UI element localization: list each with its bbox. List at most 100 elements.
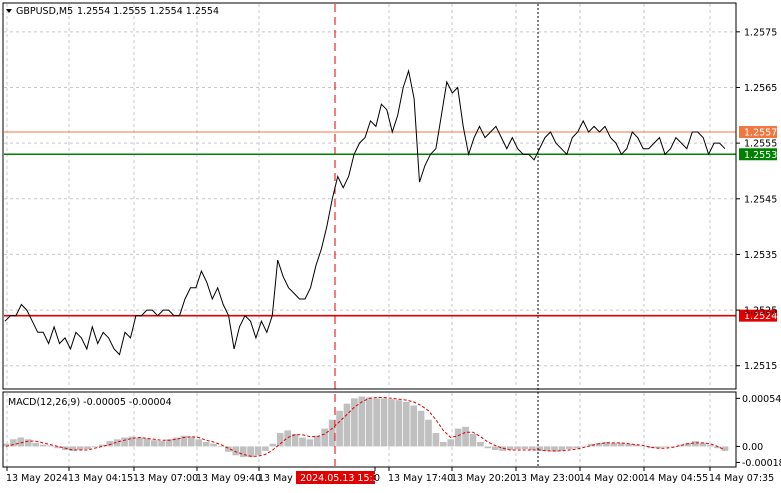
macd-bar [388,399,395,447]
macd-pane-frame [2,391,737,468]
macd-bar [580,446,588,447]
macd-bar [595,442,603,447]
macd-bar [24,439,32,447]
macd-axis: 0.00054 0.00 -0.00018 [736,394,781,469]
symbol-label: GBPUSD,M5 [16,6,73,17]
level-tag [739,126,777,138]
macd-bar [499,446,506,451]
macd-tick-label: 0.00 [742,442,763,453]
x-tick-label: 14 May 02:00 [579,473,644,484]
x-tick-label: 13 May 09:40 [196,473,261,484]
macd-bar [313,435,321,447]
y-tick-label: 1.2525 [744,306,777,317]
macd-bar [469,433,477,447]
macd-bar [121,437,128,447]
y-tick-label: 1.2565 [744,83,777,94]
macd-bar [84,446,91,450]
macd-bar [432,433,440,447]
macd-bar [187,436,195,447]
macd-bar [291,433,299,447]
macd-bar [202,441,210,447]
macd-bar [669,446,677,447]
macd-bar [610,442,618,447]
pane-frames [2,2,737,468]
macd-bar [454,428,462,447]
macd-signal-line [5,397,726,457]
macd-bar [210,443,217,447]
macd-bar [528,446,536,450]
macd-bar [654,446,662,449]
macd-bar [91,446,99,448]
y-tick-label: 1.2575 [744,27,777,38]
macd-bar [365,397,373,447]
macd-bar [225,446,232,452]
y-tick-label: 1.2555 [744,139,777,150]
caret-down-icon[interactable] [6,9,12,13]
macd-bar [69,446,77,451]
macd-bar [477,441,484,447]
macd-bar [439,441,447,447]
main-grid [4,4,736,388]
macd-bar [425,419,432,447]
macd-bar [10,439,17,447]
macd-bar [551,446,558,452]
macd-bar [106,441,114,447]
macd-bar [217,446,225,447]
macd-bar [76,446,84,450]
macd-title: MACD(12,26,9) -0.00005 -0.00004 [8,397,172,408]
macd-bar [254,446,262,456]
macd-bar [588,443,595,447]
macd-bar [721,446,729,451]
x-tick-label: 14 May 07:35 [709,473,774,484]
macd-bar [640,446,647,447]
macd-bar [321,428,329,447]
macd-bar [39,444,47,447]
macd-bar [54,446,62,449]
macd-histogram [2,396,729,458]
macd-bar [543,446,551,451]
macd-bar [128,436,136,447]
macd-bar [351,398,358,447]
macd-bar [395,400,403,447]
x-tick-label: 13 May 17:40 [388,473,453,484]
macd-bar [402,401,410,447]
macd-bar [299,437,306,447]
y-tick-label: 1.2515 [744,361,777,372]
macd-bar [514,446,521,450]
ohlc-values: 1.2554 1.2555 1.2554 1.2554 [77,6,219,17]
macd-bar [573,446,581,449]
macd-bar [99,444,106,447]
macd-bar [195,439,203,447]
level-tag-label: 1.2553 [744,150,777,161]
macd-bar [232,446,240,456]
main-pane-frame [2,2,737,390]
macd-bar [410,405,418,447]
x-tick-label: 13 May 23:00 [515,473,580,484]
macd-bar [677,444,684,447]
macd-bar [239,446,247,458]
macd-bar [113,439,121,447]
chart-header: GBPUSD,M5 1.2554 1.2555 1.2554 1.2554 [6,6,219,17]
price-series [4,68,726,356]
x-tick-label: 13 May 2024 [6,473,68,484]
macd-bar [647,446,655,449]
x-tick-label: 13 May 04:15 [68,473,133,484]
macd-bar [47,445,54,447]
macd-bar [447,439,455,447]
level-tag-label: 1.2524 [744,311,777,322]
x-tick-label: 13 May 20:20 [451,473,516,484]
level-tag [739,309,777,322]
macd-bar [506,446,514,450]
macd-bar [373,398,380,447]
macd-bar [603,441,610,447]
macd-bar [336,410,343,447]
macd-bar [269,443,277,447]
macd-bar [150,440,158,447]
macd-bar [136,437,143,447]
price-axis: 1.25751.25651.25551.25451.25351.25251.25… [736,27,777,372]
macd-bar [247,446,254,458]
level-tag [739,148,777,161]
macd-bar [699,442,707,447]
